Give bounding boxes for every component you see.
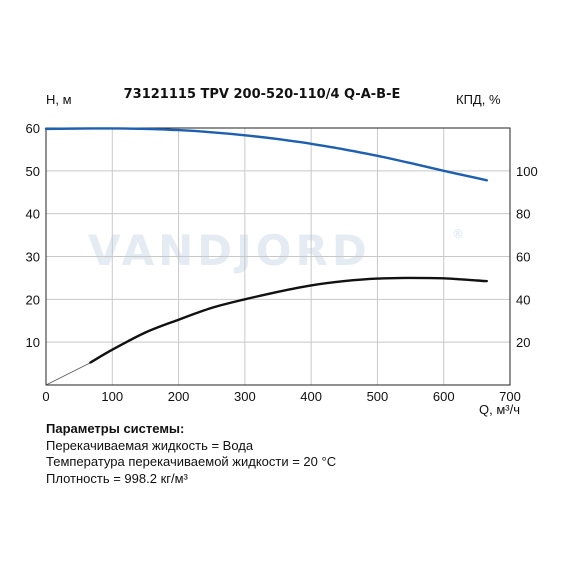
y-left-tick-label: 30	[26, 250, 40, 265]
efficiency-curve	[89, 276, 488, 364]
param-line-temperature: Температура перекачиваемой жидкости = 20…	[46, 454, 337, 469]
system-parameters: Параметры системы: Перекачиваемая жидкос…	[46, 421, 336, 487]
y-right-tick-label: 40	[516, 292, 530, 307]
y-left-tick-labels: 10 20 30 40 50 60	[26, 121, 40, 350]
x-tick-label: 500	[367, 389, 389, 404]
x-tick-label: 0	[42, 389, 49, 404]
x-tick-label: 200	[168, 389, 190, 404]
x-axis-label: Q, м³/ч	[479, 402, 520, 417]
x-tick-label: 600	[433, 389, 455, 404]
y-left-tick-label: 40	[26, 207, 40, 222]
y-left-tick-label: 20	[26, 292, 40, 307]
head-curve	[44, 127, 488, 182]
low-flow-extension-line	[45, 362, 91, 386]
grid-lines	[46, 128, 510, 385]
chart-title: 73121115 TPV 200-520-110/4 Q-A-B-E	[124, 87, 401, 102]
registered-mark: ®	[452, 227, 464, 241]
y-right-tick-label: 80	[516, 207, 530, 222]
x-tick-label: 700	[499, 389, 521, 404]
y-left-axis-label: H, м	[46, 92, 72, 107]
y-right-tick-labels: 20 40 60 80 100	[516, 164, 538, 350]
x-tick-label: 100	[101, 389, 123, 404]
x-tick-labels: 0 100 200 300 400 500 600 700	[42, 389, 520, 404]
y-right-tick-label: 100	[516, 164, 538, 179]
y-right-tick-label: 60	[516, 250, 530, 265]
watermark-text: VANDJORD	[88, 226, 371, 275]
y-left-tick-label: 60	[26, 121, 40, 136]
param-line-fluid: Перекачиваемая жидкость = Вода	[46, 437, 254, 453]
y-left-tick-label: 10	[26, 335, 40, 350]
series-lines	[44, 127, 488, 386]
params-heading: Параметры системы:	[46, 421, 185, 436]
x-tick-label: 300	[234, 389, 256, 404]
param-line-density: Плотность = 998.2 кг/м³	[46, 470, 188, 486]
y-right-tick-label: 20	[516, 335, 530, 350]
y-left-tick-label: 50	[26, 164, 40, 179]
y-right-axis-label: КПД, %	[456, 92, 501, 107]
x-tick-label: 400	[300, 389, 322, 404]
plot-frame	[45, 127, 511, 386]
